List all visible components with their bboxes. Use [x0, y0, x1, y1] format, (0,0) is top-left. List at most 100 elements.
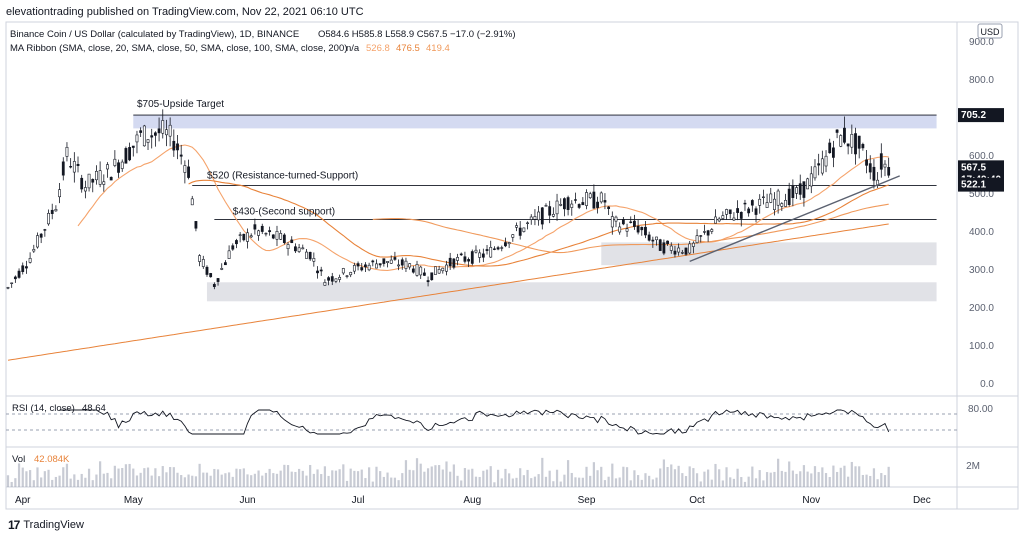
volume-bar	[861, 474, 864, 487]
candle-up	[297, 247, 301, 252]
candle-down	[603, 200, 607, 203]
volume-bar	[581, 477, 584, 487]
currency-badge-label[interactable]: USD	[980, 27, 1000, 37]
candle-down	[791, 185, 795, 198]
candle-down	[470, 251, 474, 264]
price-tick-label: 900.0	[969, 37, 994, 48]
candle-down	[684, 247, 688, 255]
volume-bar	[386, 472, 389, 487]
volume-bar	[743, 481, 747, 487]
candle-up	[341, 268, 345, 274]
candle-down	[868, 163, 872, 173]
volume-bar	[496, 469, 500, 487]
ma-line-20	[77, 144, 889, 272]
volume-bar	[408, 469, 411, 487]
candle-up	[352, 265, 356, 272]
candle-down	[378, 263, 382, 266]
candle-up	[478, 252, 482, 258]
candle-down	[268, 230, 272, 233]
trendline[interactable]	[689, 175, 900, 263]
volume-bar	[471, 468, 474, 487]
candle-down	[17, 270, 21, 278]
candle-up	[113, 158, 117, 166]
volume-bar	[596, 470, 599, 487]
volume-bar	[320, 474, 323, 487]
volume-bar	[684, 476, 688, 487]
volume-bar	[703, 471, 706, 487]
legend-ma-value-1: 476.5	[396, 43, 420, 54]
volume-bar	[390, 477, 393, 487]
volume-bar	[275, 473, 279, 487]
candle-down	[179, 154, 183, 157]
price-pane[interactable]	[6, 22, 957, 396]
volume-bar	[375, 466, 378, 487]
candle-down	[400, 259, 404, 266]
volume-bar	[14, 478, 17, 487]
candle-down	[223, 262, 227, 266]
candle-down	[426, 280, 430, 283]
candle-up	[415, 264, 419, 276]
trendline-layer	[689, 175, 900, 263]
candle-up	[345, 275, 349, 277]
candle-up	[669, 245, 673, 251]
candle-up	[98, 170, 102, 185]
zones-layer	[133, 115, 937, 302]
footer[interactable]: 17 TradingView	[8, 518, 84, 532]
candle-down	[422, 272, 426, 276]
volume-bar	[205, 472, 209, 487]
candle-up	[695, 235, 699, 244]
candle-down	[658, 239, 662, 251]
candle-down	[128, 147, 132, 161]
candle-down	[504, 242, 507, 247]
volume-bar	[132, 468, 135, 487]
volume-bar	[323, 466, 327, 487]
rsi-label: RSI (14, close)	[12, 403, 75, 414]
volume-bar	[644, 473, 647, 487]
candle-down	[596, 201, 599, 208]
volume-bar	[633, 470, 636, 487]
currency-badge[interactable]	[977, 23, 1003, 39]
candle-up	[389, 259, 393, 264]
volume-bar	[283, 464, 286, 487]
candle-down	[308, 251, 312, 260]
volume-bar	[835, 471, 839, 487]
volume-value: 42.084K	[34, 454, 70, 465]
volume-bar	[117, 468, 120, 487]
volume-bar	[559, 481, 562, 487]
candle-down	[260, 225, 264, 232]
candle-up	[220, 268, 224, 270]
volume-bar	[250, 475, 253, 487]
volume-bar	[578, 477, 581, 487]
candle-up	[10, 282, 14, 284]
candle-down	[747, 208, 751, 214]
candle-down	[548, 206, 552, 216]
candle-down	[194, 221, 198, 229]
volume-bar	[345, 480, 349, 487]
volume-bar	[183, 477, 186, 487]
candle-up	[419, 266, 423, 276]
candle-up	[275, 231, 279, 240]
candle-down	[205, 266, 209, 275]
candle-up	[618, 226, 622, 233]
candle-up	[773, 198, 776, 210]
ma-line-100	[372, 203, 889, 254]
candle-up	[677, 247, 681, 253]
candle-down	[316, 270, 319, 274]
candle-up	[850, 134, 854, 148]
candle-up	[710, 229, 714, 232]
candle-up	[246, 232, 249, 242]
candle-up	[161, 120, 165, 134]
candle-up	[544, 205, 548, 207]
tradingview-brand[interactable]: TradingView	[23, 519, 84, 531]
volume-bar	[43, 471, 46, 487]
candle-up	[780, 203, 784, 207]
candle-up	[555, 200, 559, 215]
candle-down	[831, 147, 835, 158]
candle-up	[570, 203, 574, 208]
candle-down	[282, 234, 286, 244]
volume-bar	[157, 476, 161, 487]
candle-down	[212, 284, 216, 287]
volume-bar	[235, 468, 238, 487]
